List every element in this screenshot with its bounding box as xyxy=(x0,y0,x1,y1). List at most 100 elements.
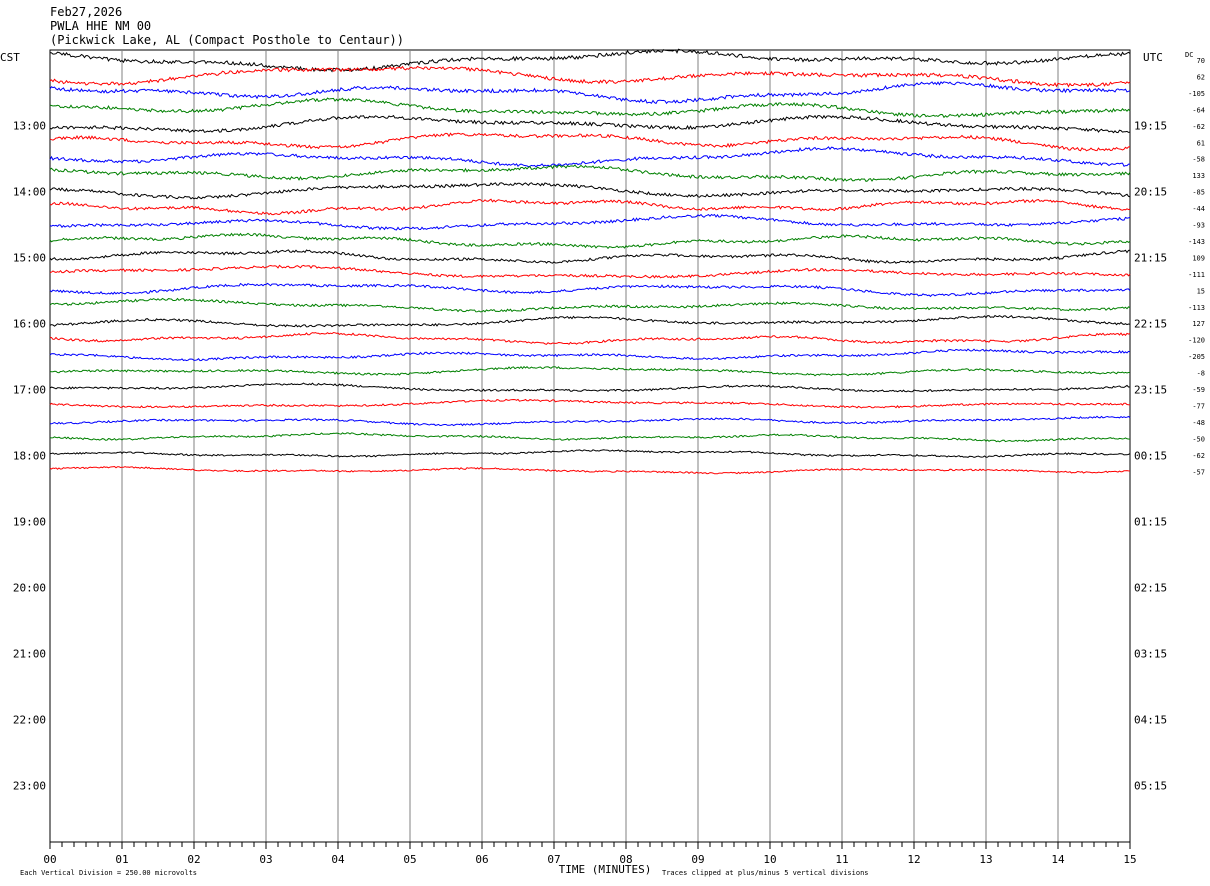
cst-hour-label: 14:00 xyxy=(13,186,46,199)
cst-hour-label: 15:00 xyxy=(13,252,46,265)
cst-hour-label: 17:00 xyxy=(13,384,46,397)
seismic-trace xyxy=(49,382,1130,393)
x-tick-label: 15 xyxy=(1123,853,1136,866)
dc-offset-label: -50 xyxy=(1192,435,1205,443)
seismic-trace xyxy=(49,97,1131,119)
seismic-trace xyxy=(49,81,1131,105)
x-tick-label: 03 xyxy=(259,853,272,866)
dc-label: DC xyxy=(1185,51,1193,59)
cst-hour-label: 21:00 xyxy=(13,648,46,661)
right-axis-label: UTC xyxy=(1143,51,1163,64)
seismic-trace xyxy=(49,146,1130,168)
header-station: PWLA HHE NM 00 xyxy=(50,19,152,33)
dc-offset-label: -57 xyxy=(1192,468,1205,476)
seismic-trace xyxy=(49,132,1131,152)
seismic-trace xyxy=(49,398,1131,409)
seismic-trace xyxy=(49,213,1131,231)
dc-offset-label: -44 xyxy=(1192,205,1205,213)
seismic-trace xyxy=(49,365,1131,377)
utc-hour-label: 04:15 xyxy=(1134,714,1167,727)
seismic-trace xyxy=(49,232,1131,250)
utc-hour-label: 01:15 xyxy=(1134,516,1167,529)
x-axis-title: TIME (MINUTES) xyxy=(559,863,652,876)
x-tick-label: 13 xyxy=(979,853,992,866)
utc-hour-label: 00:15 xyxy=(1134,450,1167,463)
dc-offset-label: 15 xyxy=(1197,287,1205,295)
seismic-trace xyxy=(49,449,1131,458)
utc-hour-label: 21:15 xyxy=(1134,252,1167,265)
dc-offset-label: -8 xyxy=(1197,370,1205,378)
seismic-trace xyxy=(49,65,1131,88)
dc-offset-label: -48 xyxy=(1192,419,1205,427)
utc-hour-label: 19:15 xyxy=(1134,120,1167,133)
x-tick-label: 05 xyxy=(403,853,416,866)
dc-offset-label: -205 xyxy=(1188,353,1205,361)
seismic-trace xyxy=(49,164,1131,182)
dc-offset-label: -62 xyxy=(1192,123,1205,131)
dc-offset-label: -77 xyxy=(1192,402,1205,410)
utc-hour-label: 02:15 xyxy=(1134,582,1167,595)
dc-offset-label: 62 xyxy=(1197,73,1205,81)
x-tick-label: 08 xyxy=(619,853,632,866)
x-tick-label: 01 xyxy=(115,853,128,866)
x-tick-label: 12 xyxy=(907,853,920,866)
dc-offset-label: -58 xyxy=(1192,156,1205,164)
x-tick-label: 02 xyxy=(187,853,200,866)
cst-hour-label: 16:00 xyxy=(13,318,46,331)
seismic-trace xyxy=(49,114,1131,134)
plot-frame xyxy=(49,49,1131,843)
seismic-trace xyxy=(49,249,1131,264)
dc-offset-label: -143 xyxy=(1188,238,1205,246)
cst-hour-label: 23:00 xyxy=(13,780,46,793)
dc-offset-label: 70 xyxy=(1197,57,1205,65)
x-tick-label: 10 xyxy=(763,853,776,866)
utc-hour-label: 05:15 xyxy=(1134,780,1167,793)
seismic-trace xyxy=(49,465,1131,475)
dc-offset-label: 127 xyxy=(1192,320,1205,328)
dc-offset-label: -113 xyxy=(1188,304,1205,312)
dc-offset-label: -93 xyxy=(1192,222,1205,230)
x-tick-label: 07 xyxy=(547,853,560,866)
left-axis-label: CST xyxy=(0,51,20,64)
x-tick-label: 14 xyxy=(1051,853,1065,866)
seismic-trace xyxy=(49,48,1131,73)
x-tick-label: 11 xyxy=(835,853,848,866)
dc-offset-label: -120 xyxy=(1188,337,1205,345)
x-tick-label: 09 xyxy=(691,853,704,866)
utc-hour-label: 03:15 xyxy=(1134,648,1167,661)
dc-offset-label: 109 xyxy=(1192,254,1205,262)
dc-offset-label: 61 xyxy=(1197,139,1205,147)
dc-offset-label: -111 xyxy=(1188,271,1205,279)
seismic-trace xyxy=(49,331,1131,345)
cst-hour-label: 18:00 xyxy=(13,450,46,463)
seismic-trace xyxy=(49,314,1131,328)
utc-hour-label: 20:15 xyxy=(1134,186,1167,199)
cst-hour-label: 19:00 xyxy=(13,516,46,529)
dc-offset-label: -85 xyxy=(1192,189,1205,197)
seismic-trace xyxy=(49,182,1131,200)
footer-scale-note: Each Vertical Division = 250.00 microvol… xyxy=(20,869,197,877)
seismic-trace xyxy=(49,348,1131,362)
cst-hour-label: 22:00 xyxy=(13,714,46,727)
seismic-trace xyxy=(49,432,1131,443)
utc-hour-label: 23:15 xyxy=(1134,384,1167,397)
dc-offset-label: -62 xyxy=(1192,452,1205,460)
dc-offset-label: -105 xyxy=(1188,90,1205,98)
dc-offset-label: 133 xyxy=(1192,172,1205,180)
header-location: (Pickwick Lake, AL (Compact Posthole to … xyxy=(50,33,405,47)
header-date: Feb27,2026 xyxy=(50,5,123,19)
x-tick-label: 00 xyxy=(43,853,56,866)
seismic-trace xyxy=(49,198,1131,216)
seismic-trace xyxy=(50,415,1131,427)
dc-offset-label: -59 xyxy=(1192,386,1205,394)
seismic-trace xyxy=(49,297,1131,313)
x-tick-label: 04 xyxy=(331,853,345,866)
utc-hour-label: 22:15 xyxy=(1134,318,1167,331)
x-tick-label: 06 xyxy=(475,853,488,866)
footer-clip-note: Traces clipped at plus/minus 5 vertical … xyxy=(662,869,869,877)
dc-offset-label: -64 xyxy=(1192,106,1205,114)
seismic-trace xyxy=(49,282,1131,298)
seismic-trace xyxy=(49,264,1131,279)
cst-hour-label: 20:00 xyxy=(13,582,46,595)
